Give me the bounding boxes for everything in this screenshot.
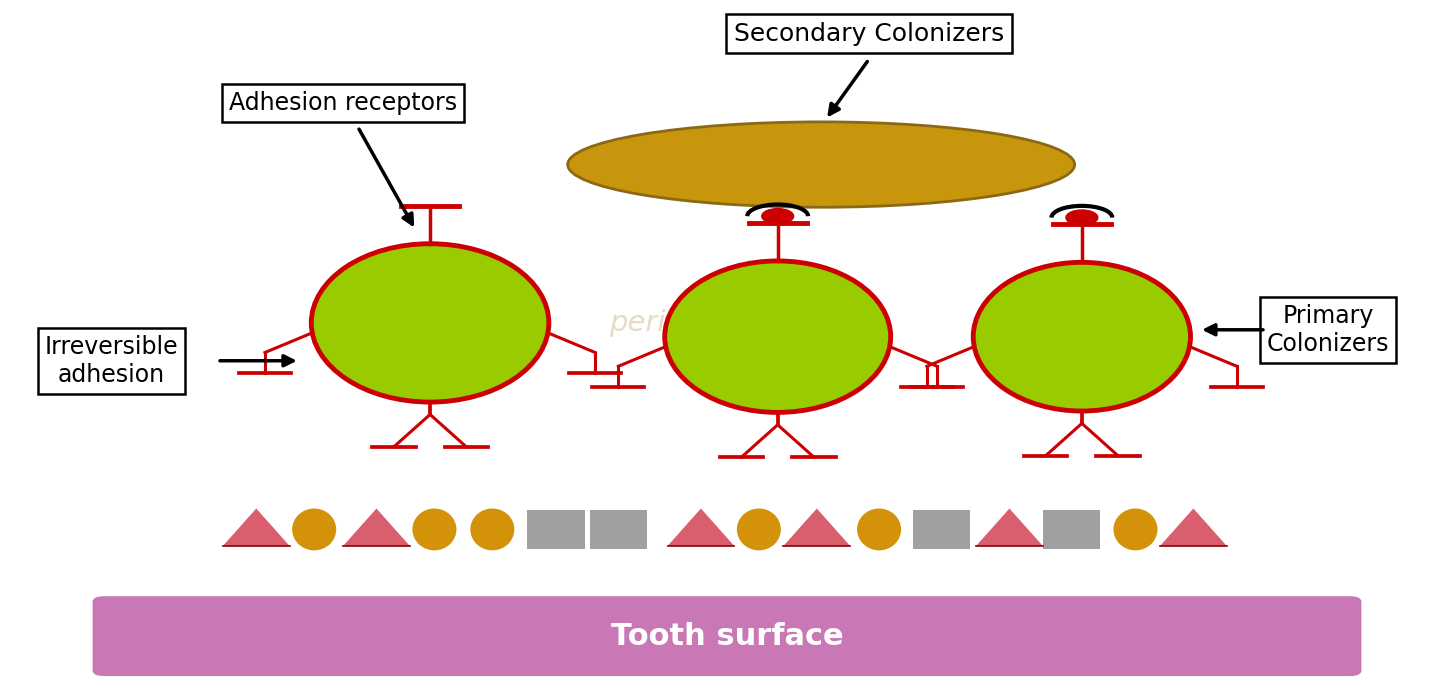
Ellipse shape <box>413 509 457 550</box>
Ellipse shape <box>737 509 781 550</box>
Polygon shape <box>784 509 851 546</box>
Polygon shape <box>667 509 734 546</box>
Ellipse shape <box>311 244 548 402</box>
Circle shape <box>1066 210 1098 225</box>
FancyBboxPatch shape <box>1043 510 1101 549</box>
Text: Adhesion receptors: Adhesion receptors <box>230 91 457 115</box>
Polygon shape <box>976 509 1043 546</box>
FancyBboxPatch shape <box>528 510 585 549</box>
Text: periobasics.com: periobasics.com <box>609 309 845 337</box>
Text: Secondary Colonizers: Secondary Colonizers <box>734 22 1005 46</box>
Polygon shape <box>1160 509 1227 546</box>
Text: Primary
Colonizers: Primary Colonizers <box>1266 304 1390 356</box>
Ellipse shape <box>292 509 336 550</box>
Text: Irreversible
adhesion: Irreversible adhesion <box>45 335 179 387</box>
Polygon shape <box>222 509 289 546</box>
FancyBboxPatch shape <box>93 596 1361 676</box>
Ellipse shape <box>567 122 1075 208</box>
Circle shape <box>762 209 794 223</box>
FancyBboxPatch shape <box>590 510 647 549</box>
Ellipse shape <box>470 509 515 550</box>
Ellipse shape <box>856 509 901 550</box>
Text: Tooth surface: Tooth surface <box>611 622 843 651</box>
Ellipse shape <box>973 262 1191 411</box>
Ellipse shape <box>664 261 891 412</box>
Polygon shape <box>343 509 410 546</box>
FancyBboxPatch shape <box>913 510 970 549</box>
Ellipse shape <box>1114 509 1157 550</box>
